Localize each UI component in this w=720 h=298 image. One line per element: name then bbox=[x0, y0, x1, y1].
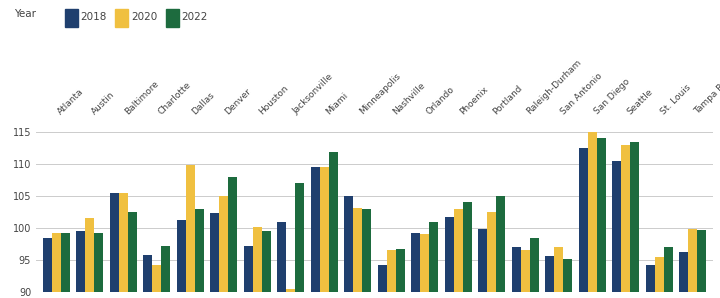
Bar bbox=[210, 213, 219, 298]
Bar bbox=[697, 230, 706, 298]
Bar bbox=[42, 238, 52, 298]
Bar bbox=[52, 232, 60, 298]
Text: Baltimore: Baltimore bbox=[123, 79, 161, 116]
Bar bbox=[60, 233, 70, 298]
Bar bbox=[463, 202, 472, 298]
Bar bbox=[186, 165, 194, 298]
Text: Austin: Austin bbox=[89, 90, 116, 116]
Bar bbox=[261, 231, 271, 298]
Bar bbox=[253, 227, 261, 298]
Bar bbox=[621, 145, 630, 298]
Bar bbox=[377, 265, 387, 298]
Bar bbox=[688, 229, 697, 298]
Bar bbox=[219, 196, 228, 298]
Bar bbox=[277, 222, 286, 298]
Text: Nashville: Nashville bbox=[391, 80, 427, 116]
Bar bbox=[411, 232, 420, 298]
Bar bbox=[512, 247, 521, 298]
Text: Minneapolis: Minneapolis bbox=[358, 72, 402, 116]
Bar bbox=[85, 218, 94, 298]
Bar bbox=[194, 209, 204, 298]
Bar bbox=[420, 235, 429, 298]
Text: Portland: Portland bbox=[492, 83, 525, 116]
Bar bbox=[109, 193, 119, 298]
Text: Phoenix: Phoenix bbox=[458, 84, 490, 116]
Bar bbox=[344, 196, 353, 298]
Bar bbox=[521, 250, 530, 298]
Text: San Antonio: San Antonio bbox=[559, 71, 604, 116]
Bar bbox=[630, 142, 639, 298]
Bar bbox=[664, 247, 672, 298]
Bar bbox=[76, 231, 85, 298]
Bar bbox=[286, 289, 295, 298]
Bar bbox=[579, 148, 588, 298]
Text: Raleigh-Durham: Raleigh-Durham bbox=[525, 58, 583, 116]
Text: Tampa Bay: Tampa Bay bbox=[693, 75, 720, 116]
Text: San Diego: San Diego bbox=[592, 77, 631, 116]
Bar bbox=[328, 153, 338, 298]
Bar bbox=[545, 256, 554, 298]
Bar bbox=[387, 250, 396, 298]
Bar bbox=[496, 196, 505, 298]
Bar bbox=[554, 247, 563, 298]
Bar bbox=[152, 265, 161, 298]
Bar bbox=[487, 212, 496, 298]
Bar bbox=[478, 229, 487, 298]
Bar bbox=[320, 167, 328, 298]
Text: Atlanta: Atlanta bbox=[56, 87, 86, 116]
Bar bbox=[243, 246, 253, 298]
Bar bbox=[444, 217, 454, 298]
Text: Dallas: Dallas bbox=[190, 90, 216, 116]
Text: Denver: Denver bbox=[224, 86, 253, 116]
Bar bbox=[295, 183, 305, 298]
Bar bbox=[429, 222, 438, 298]
Bar bbox=[362, 209, 372, 298]
Text: Orlando: Orlando bbox=[425, 85, 456, 116]
Text: Year: Year bbox=[14, 9, 37, 19]
Bar bbox=[612, 161, 621, 298]
Text: 2020: 2020 bbox=[131, 12, 157, 22]
Text: Seattle: Seattle bbox=[626, 87, 655, 116]
Bar bbox=[94, 232, 103, 298]
Text: Jacksonville: Jacksonville bbox=[291, 72, 335, 116]
Bar bbox=[654, 257, 664, 298]
Bar bbox=[143, 255, 152, 298]
Text: 2022: 2022 bbox=[181, 12, 208, 22]
Bar bbox=[563, 259, 572, 298]
Bar bbox=[646, 265, 654, 298]
Bar bbox=[176, 220, 186, 298]
Bar bbox=[597, 138, 606, 298]
Bar bbox=[530, 238, 539, 298]
Text: St. Louis: St. Louis bbox=[660, 83, 693, 116]
Bar bbox=[161, 246, 170, 298]
Bar bbox=[228, 177, 237, 298]
Bar bbox=[119, 193, 127, 298]
Text: 2018: 2018 bbox=[81, 12, 107, 22]
Text: Houston: Houston bbox=[257, 83, 290, 116]
Text: Miami: Miami bbox=[324, 91, 350, 116]
Bar bbox=[396, 249, 405, 298]
Bar bbox=[353, 207, 362, 298]
Bar bbox=[588, 132, 597, 298]
Bar bbox=[679, 252, 688, 298]
Text: Charlotte: Charlotte bbox=[157, 80, 193, 116]
Bar bbox=[310, 167, 320, 298]
Bar bbox=[454, 209, 463, 298]
Bar bbox=[127, 212, 137, 298]
